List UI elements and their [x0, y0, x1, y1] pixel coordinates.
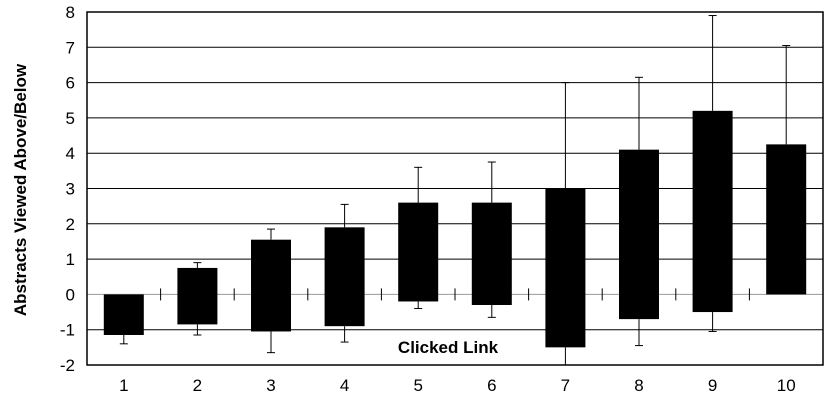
y-tick-label: 7 [66, 38, 75, 57]
y-tick-label: -2 [60, 356, 75, 375]
bar-6 [471, 202, 512, 305]
bar-5 [398, 202, 439, 302]
x-tick-label: 9 [708, 376, 717, 395]
y-axis-ticks: -2 -1 0 1 2 3 4 5 6 7 8 [60, 3, 75, 375]
bar-1 [103, 294, 144, 335]
x-tick-label: 7 [561, 376, 570, 395]
bar-4 [324, 227, 365, 327]
clicked-link-annotation: Clicked Link [398, 338, 499, 357]
plot-frame [86, 11, 824, 366]
x-tick-label: 10 [777, 376, 796, 395]
bar-9 [692, 110, 733, 313]
x-tick-label: 4 [340, 376, 349, 395]
y-tick-label: 0 [66, 285, 75, 304]
y-tick-label: 3 [66, 180, 75, 199]
y-tick-label: -1 [60, 321, 75, 340]
y-tick-label: 4 [66, 144, 75, 163]
y-axis-title: Abstracts Viewed Above/Below [11, 63, 30, 316]
x-tick-label: 3 [266, 376, 275, 395]
y-tick-label: 8 [66, 3, 75, 22]
bar-8 [619, 149, 659, 320]
x-tick-label: 1 [119, 376, 128, 395]
y-tick-label: 5 [66, 109, 75, 128]
bar-10 [766, 144, 807, 295]
x-axis-ticks: 1 2 3 4 5 6 7 8 9 10 [119, 376, 796, 395]
bars [103, 15, 807, 366]
y-tick-label: 2 [66, 215, 75, 234]
y-tick-label: 6 [66, 74, 75, 93]
x-tick-label: 6 [487, 376, 496, 395]
x-tick-label: 5 [413, 376, 422, 395]
y-tick-label: 1 [66, 250, 75, 269]
bar-7 [545, 188, 586, 348]
x-tick-label: 8 [634, 376, 643, 395]
x-tick-label: 2 [193, 376, 202, 395]
bar-3 [251, 239, 291, 332]
bar-2 [177, 267, 218, 325]
